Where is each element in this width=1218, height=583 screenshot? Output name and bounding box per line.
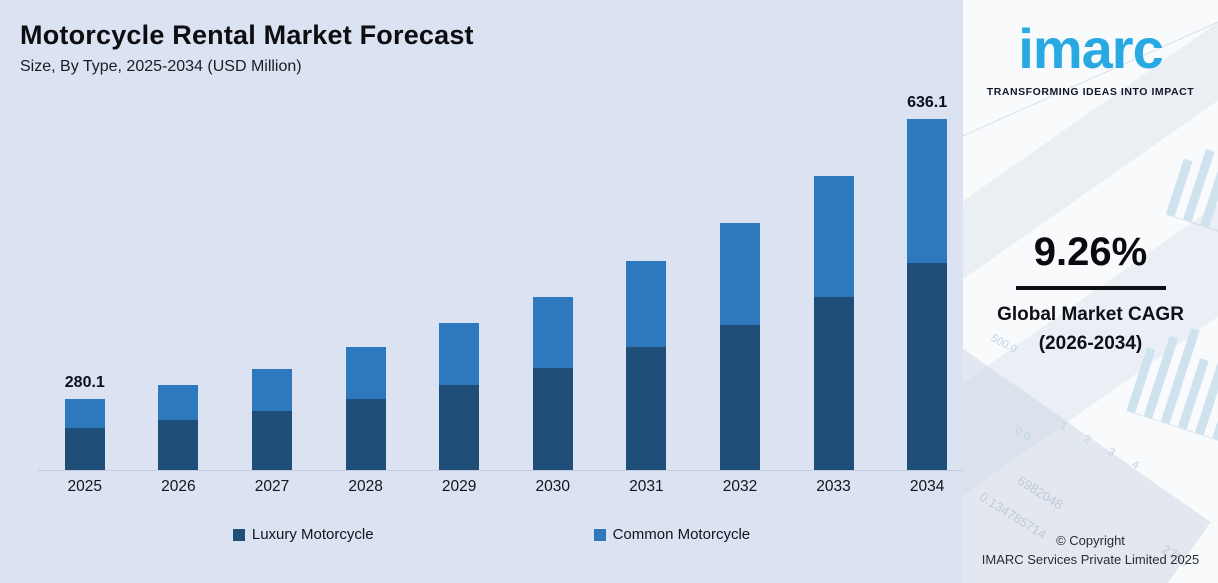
bar-group-2026 bbox=[158, 101, 199, 470]
plot-area: 280.1 636.1 bbox=[38, 94, 974, 471]
x-axis-label: 2031 bbox=[629, 478, 664, 495]
cagr-divider bbox=[1015, 286, 1166, 290]
bar-value-label: 280.1 bbox=[64, 374, 105, 392]
bar-segment-luxury bbox=[813, 297, 854, 470]
x-axis-labels: 2025 2026 2027 2028 2029 2030 2031 2032 2033 2034 bbox=[38, 478, 974, 496]
x-axis-label: 2030 bbox=[535, 478, 570, 495]
x-axis-label: 2034 bbox=[909, 478, 945, 495]
logo-block: imarc TRANSFORMING IDEAS INTO IMPACT bbox=[963, 0, 1218, 98]
bar-segment-luxury bbox=[907, 263, 948, 470]
watermark-stripe bbox=[1200, 137, 1218, 228]
watermark-axis-label: 1 2 3 4 bbox=[1058, 420, 1150, 476]
x-axis-label: 2028 bbox=[348, 478, 383, 495]
bar-group-2034: 636.1 bbox=[907, 94, 948, 470]
legend-label: Common Motorcycle bbox=[612, 526, 751, 543]
watermark-bar-chart bbox=[1165, 110, 1218, 235]
bar-segment-common bbox=[813, 176, 854, 298]
bar-segment-luxury bbox=[439, 385, 480, 470]
cagr-block: 9.26% Global Market CAGR (2026-2034) bbox=[963, 230, 1218, 355]
chart-subtitle: Size, By Type, 2025-2034 (USD Million) bbox=[20, 58, 302, 75]
bar-segment-luxury bbox=[626, 347, 667, 470]
bar-value-label: 636.1 bbox=[907, 93, 948, 111]
bar-segment-luxury bbox=[251, 411, 292, 470]
chart-panel: Motorcycle Rental Market Forecast Size, … bbox=[0, 0, 974, 583]
bar-group-2025: 280.1 bbox=[65, 101, 105, 470]
x-axis-label: 2027 bbox=[254, 478, 290, 495]
copyright: © Copyright IMARC Services Private Limit… bbox=[963, 532, 1218, 570]
x-axis-label: 2033 bbox=[816, 478, 851, 495]
x-axis-label: 2029 bbox=[441, 478, 477, 495]
brand-panel: 500.0 0.0 1 2 3 4 6982048 0.134785714 27… bbox=[963, 0, 1218, 583]
bar-segment-common bbox=[907, 118, 948, 264]
cagr-value: 9.26% bbox=[1033, 230, 1148, 274]
legend-swatch bbox=[232, 528, 245, 541]
bar-segment-common bbox=[626, 261, 667, 348]
bar-segment-common bbox=[64, 399, 105, 428]
bar-segment-luxury bbox=[532, 368, 573, 470]
watermark-number: 6982048 bbox=[1014, 472, 1066, 513]
bar-segment-common bbox=[251, 369, 292, 411]
bar-group-2027 bbox=[251, 101, 292, 470]
bar-group-2030 bbox=[532, 101, 573, 470]
bar-segment-luxury bbox=[158, 420, 199, 470]
bar-segment-common bbox=[439, 323, 480, 386]
bar-segment-luxury bbox=[345, 399, 386, 470]
watermark-stripe bbox=[1126, 347, 1156, 413]
logo-tagline: TRANSFORMING IDEAS INTO IMPACT bbox=[986, 86, 1195, 99]
bar-segment-common bbox=[158, 385, 199, 420]
legend-label: Luxury Motorcycle bbox=[251, 526, 374, 543]
copyright-line1: © Copyright bbox=[1056, 533, 1125, 549]
bar-segment-luxury bbox=[719, 325, 760, 470]
x-axis-label: 2032 bbox=[722, 478, 758, 495]
watermark-stripe bbox=[1177, 358, 1209, 430]
legend-item: Luxury Motorcycle bbox=[232, 526, 374, 543]
copyright-line2: IMARC Services Private Limited 2025 bbox=[981, 552, 1200, 568]
bar-group-2029 bbox=[439, 101, 480, 470]
chart-title: Motorcycle Rental Market Forecast bbox=[20, 20, 474, 50]
bar-group-2032 bbox=[719, 101, 760, 470]
cagr-label: Global Market CAGR bbox=[997, 304, 1184, 325]
x-axis-label: 2025 bbox=[67, 478, 103, 495]
bar-segment-common bbox=[719, 223, 760, 326]
bar-segment-common bbox=[345, 347, 386, 400]
chart-legend: Luxury Motorcycle Common Motorcycle bbox=[20, 526, 963, 543]
legend-swatch bbox=[593, 528, 606, 541]
watermark-stripe bbox=[1183, 148, 1215, 222]
watermark-axis-label: 0.0 bbox=[1012, 425, 1032, 443]
watermark-stripe bbox=[1166, 158, 1193, 217]
bar-segment-luxury bbox=[64, 428, 105, 470]
legend-item: Common Motorcycle bbox=[593, 526, 751, 543]
watermark-stripe bbox=[1212, 352, 1218, 441]
cagr-period: (2026-2034) bbox=[1038, 333, 1143, 354]
x-axis-label: 2026 bbox=[161, 478, 196, 495]
bar-group-2033 bbox=[813, 101, 854, 470]
imarc-logo: imarc bbox=[1018, 17, 1163, 80]
bar-group-2031 bbox=[626, 101, 667, 470]
bar-group-2028 bbox=[345, 101, 386, 470]
bar-segment-common bbox=[532, 297, 573, 369]
